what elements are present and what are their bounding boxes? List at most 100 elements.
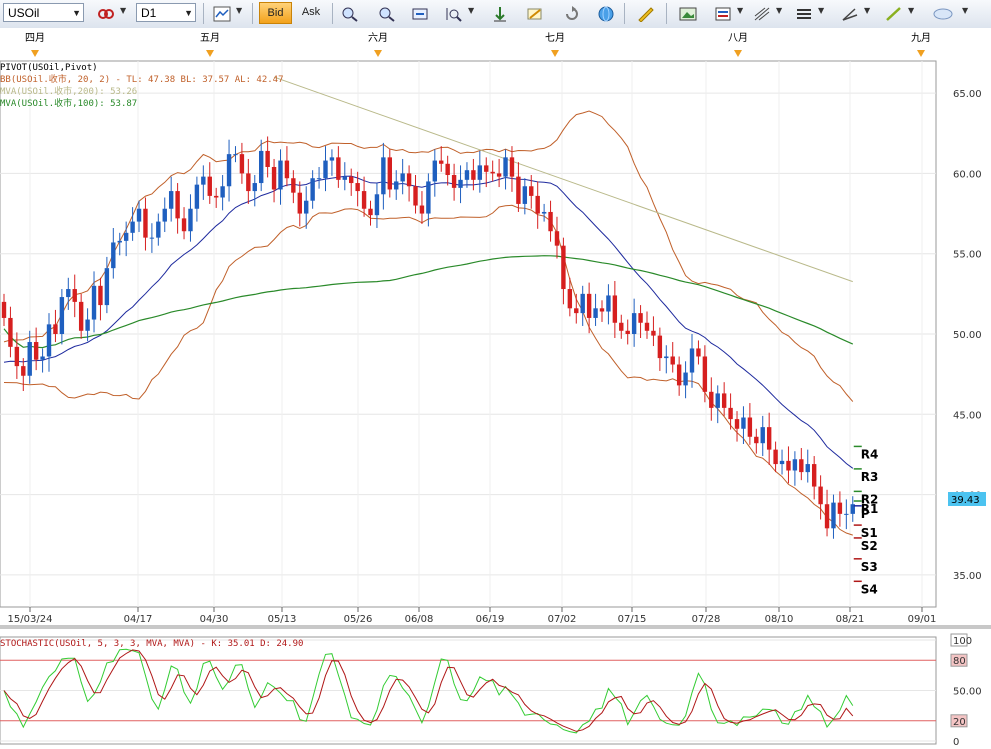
- candle-up: [522, 186, 528, 204]
- ellipse-icon: [933, 8, 953, 19]
- chart-type-dropdown-icon[interactable]: ▼: [236, 6, 243, 15]
- template-button[interactable]: [711, 3, 735, 24]
- candle-down: [1, 301, 7, 318]
- y-tick-label: 45.00: [953, 410, 982, 421]
- mva100-line: [3, 255, 854, 349]
- symbol-select[interactable]: USOil ▼: [3, 3, 84, 22]
- candle-up: [194, 184, 200, 209]
- chevron-down-icon: ▼: [184, 8, 193, 18]
- candle-down: [754, 436, 759, 444]
- candle-down: [21, 366, 26, 376]
- candle-down: [271, 166, 277, 190]
- image-icon: [679, 7, 697, 20]
- zoom-in-button[interactable]: [338, 3, 362, 24]
- screenshot-icon: [527, 8, 542, 19]
- fibonacci-button[interactable]: [750, 3, 774, 24]
- candle-down: [207, 176, 212, 196]
- candle-down: [625, 330, 630, 334]
- candle-down: [657, 335, 663, 359]
- candle-up: [252, 183, 257, 192]
- candle-down: [721, 393, 727, 408]
- scroll-end-icon: [494, 6, 506, 21]
- candle-down: [297, 192, 302, 214]
- symbol-value: USOil: [8, 6, 40, 20]
- candle-up: [91, 285, 97, 320]
- chevron-down-icon: ▼: [72, 8, 81, 18]
- globe-icon: [598, 6, 614, 21]
- pane-splitter[interactable]: [0, 625, 991, 629]
- candle-down: [747, 417, 753, 437]
- timeframe-select[interactable]: D1 ▼: [136, 3, 196, 22]
- link-icon: [98, 8, 114, 19]
- stoch-d-line: [3, 649, 854, 732]
- toolbar-divider: [624, 3, 625, 24]
- candle-down: [78, 301, 84, 331]
- lines-dropdown-icon[interactable]: ▼: [818, 6, 825, 15]
- main-grid: [0, 61, 936, 607]
- month-label: 六月: [368, 32, 388, 44]
- zoom-select-button[interactable]: [442, 3, 466, 24]
- candle-up: [394, 181, 399, 190]
- candle-up: [381, 157, 386, 195]
- zoom-dropdown-icon[interactable]: ▼: [468, 6, 475, 15]
- pen-button[interactable]: [882, 3, 906, 24]
- ellipse-dropdown-icon[interactable]: ▼: [962, 6, 969, 15]
- link-button[interactable]: [94, 3, 118, 24]
- x-tick-label: 06/08: [405, 614, 434, 625]
- ellipse-button[interactable]: [928, 3, 958, 24]
- chart-type-button[interactable]: [210, 3, 234, 24]
- candle-up: [760, 427, 765, 444]
- candle-down: [213, 195, 219, 198]
- bb-upper-line: [3, 110, 854, 402]
- candle-down: [734, 419, 740, 429]
- bid-button[interactable]: Bid: [259, 2, 292, 24]
- template-dropdown-icon[interactable]: ▼: [737, 6, 744, 15]
- candle-up: [259, 150, 264, 184]
- candle-up: [59, 297, 65, 334]
- candle-up: [201, 176, 206, 185]
- zoom-out-icon: [379, 7, 395, 22]
- zoom-out-button[interactable]: [375, 3, 399, 24]
- link-dropdown-icon[interactable]: ▼: [120, 6, 127, 15]
- candle-up: [477, 165, 483, 180]
- stoch-y-label: 100: [953, 636, 972, 647]
- candle-down: [355, 183, 360, 192]
- screenshot-button[interactable]: [523, 3, 547, 24]
- stoch-legend: STOCHASTIC(USOil, 5, 3, 3, MVA, MVA) - K…: [0, 639, 303, 649]
- candle-up: [580, 293, 585, 314]
- fit-icon: [412, 8, 428, 19]
- bar-chart-icon: [213, 6, 231, 21]
- ask-button[interactable]: Ask: [301, 6, 321, 18]
- lines-button[interactable]: [792, 3, 816, 24]
- y-tick-label: 60.00: [953, 169, 982, 180]
- scroll-end-button[interactable]: [488, 3, 512, 24]
- x-tick-label: 07/15: [618, 614, 647, 625]
- ruler-button[interactable]: [634, 3, 658, 24]
- fibonacci-dropdown-icon[interactable]: ▼: [776, 6, 783, 15]
- candle-down: [586, 293, 592, 318]
- trend-button[interactable]: [838, 3, 862, 24]
- candle-down: [567, 289, 573, 309]
- pivot-label: R2: [861, 492, 879, 506]
- zoom-in-icon: [342, 7, 358, 22]
- candle-up: [220, 186, 225, 198]
- y-tick-label: 50.00: [953, 330, 982, 341]
- trend-dropdown-icon[interactable]: ▼: [864, 6, 871, 15]
- trend-icon: [842, 7, 858, 21]
- last-price-marker: 39.43: [948, 492, 986, 506]
- candle-down: [529, 186, 534, 196]
- globe-button[interactable]: [594, 3, 618, 24]
- candle-up: [233, 154, 238, 156]
- x-tick-label: 04/30: [200, 614, 229, 625]
- image-button[interactable]: [676, 3, 700, 24]
- refresh-button[interactable]: [560, 3, 584, 24]
- pen-dropdown-icon[interactable]: ▼: [908, 6, 915, 15]
- candle-up: [316, 178, 322, 180]
- candle-down: [265, 150, 270, 167]
- y-tick-label: 35.00: [953, 571, 982, 582]
- candle-down: [143, 208, 148, 238]
- month-label: 五月: [200, 32, 220, 44]
- fit-button[interactable]: [408, 3, 432, 24]
- candle-down: [496, 173, 502, 177]
